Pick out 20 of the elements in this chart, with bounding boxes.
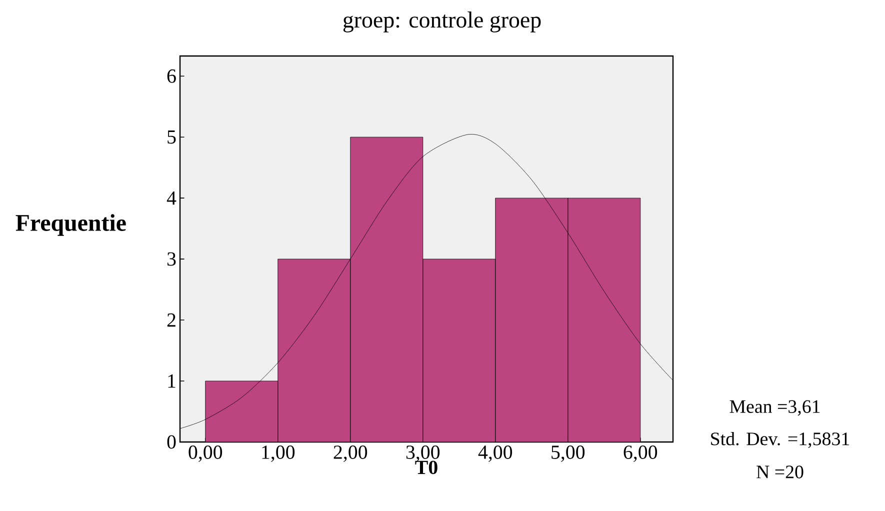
text: Mean =3,61 [730,400,820,416]
x-tick-label: 3,00 [406,446,440,462]
y-tick-label: 0 [167,435,176,449]
y-axis-title: Frequentie [16,214,126,236]
y-tick-label: 5 [168,130,176,144]
text: Std. Dev. =1,5831 [711,432,850,448]
x-tick-label: 0,00 [188,446,222,462]
chart-title: groep: controle groep [343,12,541,32]
x-tick-label: 1,00 [262,446,295,462]
y-tick-label: 3 [167,252,176,266]
x-tick-label: 4,00 [478,446,512,462]
y-tick-label: 1 [168,374,176,388]
y-tick-label: 4 [166,192,176,205]
x-axis-title: T0 [415,460,438,474]
text: N =20 [756,466,804,478]
y-tick-label: 6 [167,69,176,83]
y-tick-label: 2 [167,313,176,327]
x-tick-label: 6,00 [624,446,658,462]
x-tick-label: 2,00 [334,446,368,462]
x-tick-label: 5,00 [552,446,585,462]
